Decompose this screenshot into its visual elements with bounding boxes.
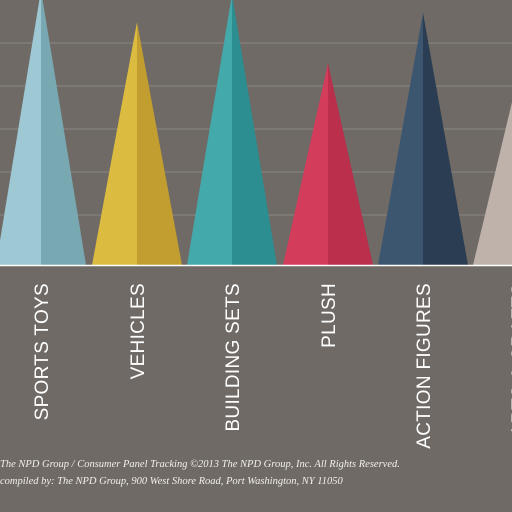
category-label: ARTS & CRAFTS <box>509 283 512 436</box>
category-label: SPORTS TOYS <box>32 283 53 420</box>
bar-face-light <box>0 0 41 265</box>
bar-face-light <box>378 12 423 265</box>
bar-action-figures <box>378 12 468 265</box>
bar-face-light <box>187 0 232 265</box>
bar-face-light <box>92 22 137 266</box>
bar-face-dark <box>232 0 277 265</box>
category-label: VEHICLES <box>128 283 149 379</box>
category-label: BUILDING SETS <box>223 283 244 432</box>
bar-face-dark <box>41 0 86 265</box>
source-credit: The NPD Group / Consumer Panel Tracking … <box>0 459 400 470</box>
bars <box>0 0 512 266</box>
bar-face-light <box>283 63 328 266</box>
bar-arts-crafts <box>473 102 512 265</box>
bar-face-dark <box>328 63 373 266</box>
bar-face-dark <box>423 12 468 265</box>
bar-sports-toys <box>0 0 86 265</box>
bar-face-light <box>473 102 512 265</box>
category-label: ACTION FIGURES <box>414 283 435 449</box>
bar-building-sets <box>187 0 277 265</box>
bar-vehicles <box>92 22 182 266</box>
category-labels: SPORTS TOYS VEHICLES BUILDING SETS PLUSH ACT… <box>32 283 512 449</box>
compiled-by-credit: compiled by: The NPD Group, 900 West Sho… <box>0 476 343 487</box>
category-label: PLUSH <box>319 283 340 348</box>
bar-face-dark <box>137 22 182 266</box>
bar-plush <box>283 63 373 266</box>
